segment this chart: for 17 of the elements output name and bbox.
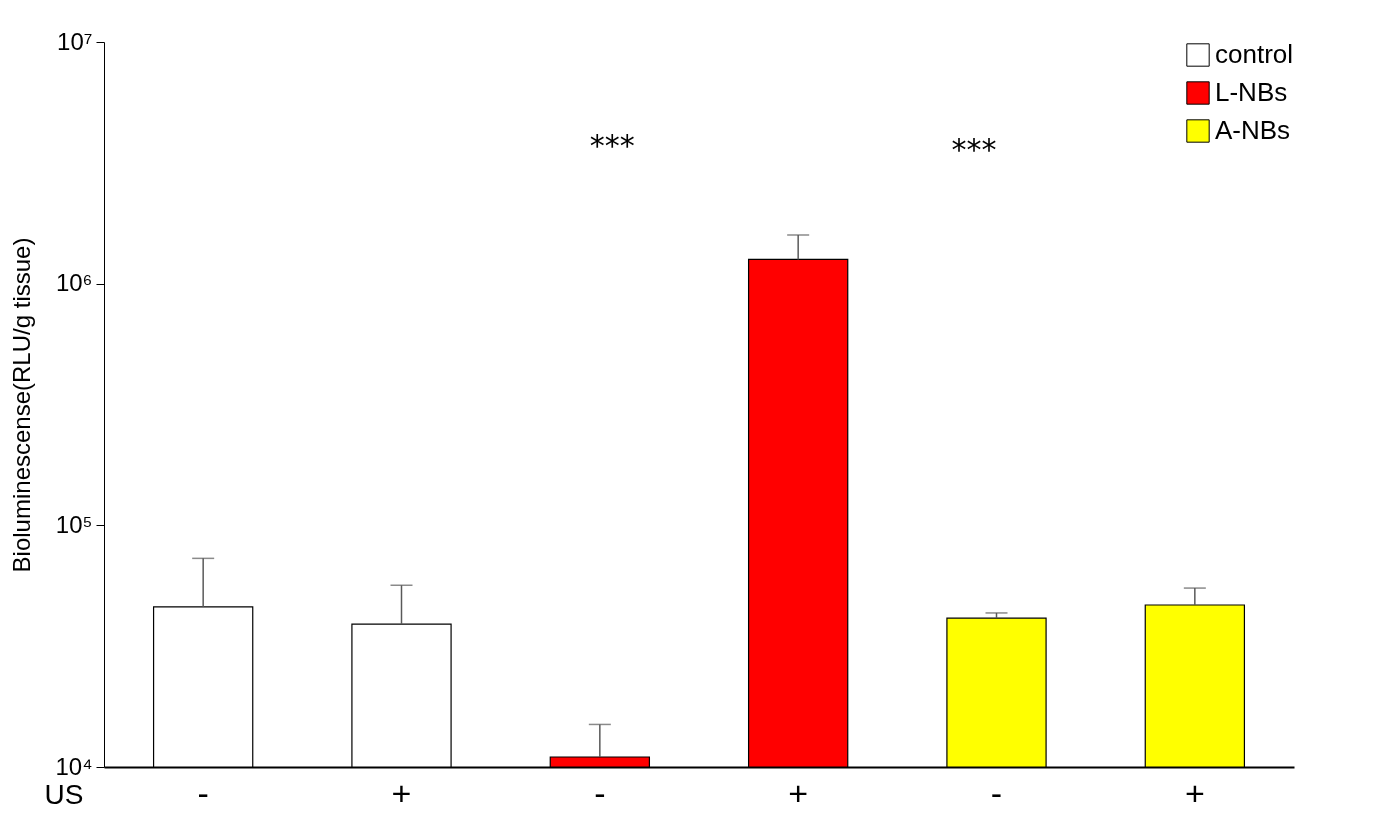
y-tick-label: 10⁴ (55, 752, 93, 780)
x-tick-label: + (1184, 773, 1205, 812)
x-tick-label: + (788, 773, 809, 812)
y-tick-label: 10⁶ (55, 269, 93, 297)
legend-label: A-NBs (1215, 115, 1291, 145)
legend-label: control (1215, 39, 1294, 69)
x-tick-label: - (197, 773, 209, 812)
x-tick-label: - (594, 773, 606, 812)
annotation: *** (951, 131, 997, 167)
x-tick-label: - (990, 773, 1003, 812)
x-axis-title: US (44, 778, 84, 810)
y-tick-label: 10⁷ (57, 27, 93, 55)
y-axis-title: Bioluminescense(RLU/g tissue) (8, 237, 36, 573)
annotation: *** (589, 128, 635, 164)
y-tick-label: 10⁵ (55, 510, 93, 538)
legend-label: L-NBs (1215, 77, 1288, 107)
x-tick-label: + (391, 773, 412, 812)
